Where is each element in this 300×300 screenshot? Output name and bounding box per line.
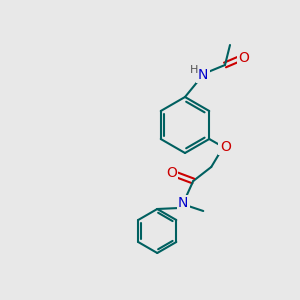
Text: N: N <box>178 196 188 210</box>
Text: O: O <box>166 166 177 180</box>
Text: N: N <box>198 68 208 82</box>
Text: O: O <box>220 140 231 154</box>
Text: O: O <box>238 51 249 65</box>
Text: H: H <box>190 65 198 75</box>
